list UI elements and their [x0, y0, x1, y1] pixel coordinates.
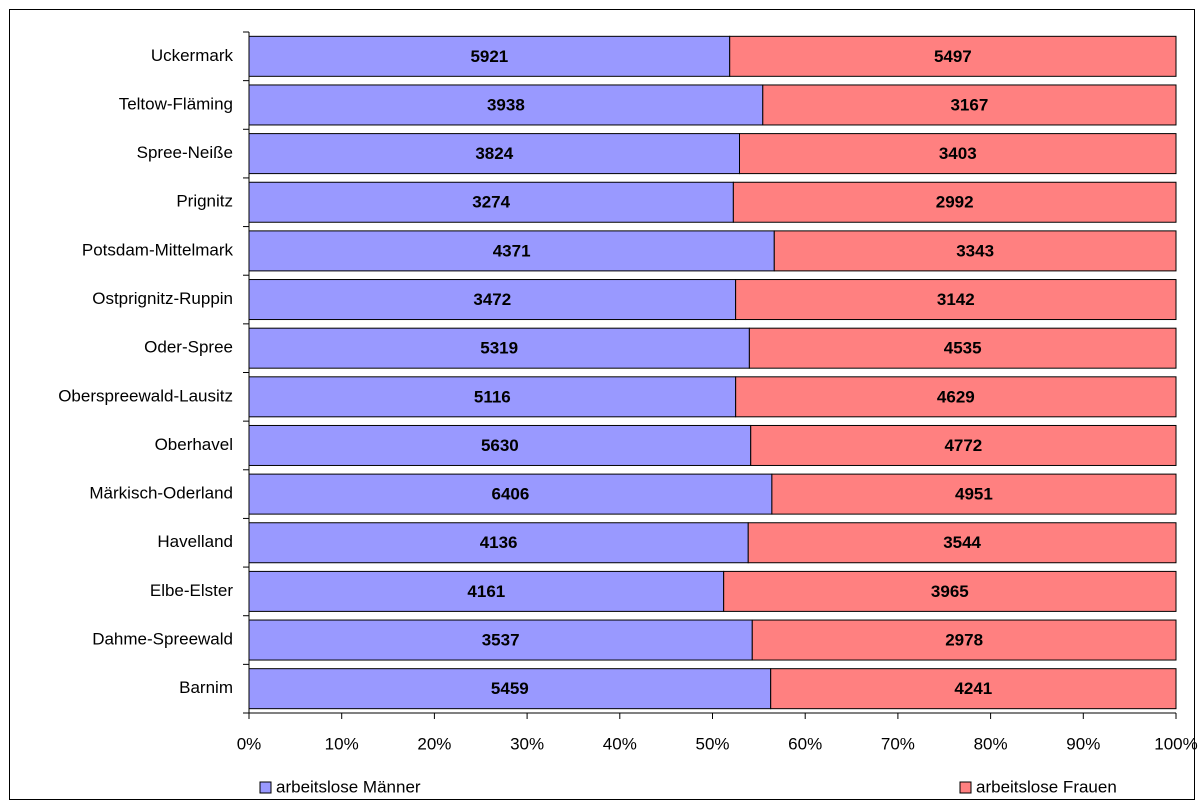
- legend-label: arbeitslose Männer: [276, 777, 421, 796]
- data-label: 4161: [467, 582, 505, 601]
- bar-segment: [248, 35, 731, 77]
- bar-segment: [248, 133, 741, 175]
- data-label: 5319: [480, 339, 518, 358]
- y-tick-label: Spree-Neißе: [137, 143, 233, 162]
- bar-segment: [248, 570, 725, 612]
- y-tick-label: Havelland: [157, 532, 233, 551]
- data-label: 3537: [482, 631, 520, 650]
- bar-segment: [762, 84, 1177, 126]
- x-tick-label: 40%: [603, 734, 637, 753]
- data-label: 4772: [944, 436, 982, 455]
- data-label: 3142: [937, 290, 975, 309]
- y-tick-label: Barnim: [179, 678, 233, 697]
- bar-segment: [751, 619, 1177, 661]
- legend-swatch: [259, 781, 272, 794]
- bar-segment: [729, 35, 1177, 77]
- y-tick-label: Elbe-Elster: [150, 581, 233, 600]
- bar-segment: [770, 668, 1177, 710]
- data-label: 5116: [474, 387, 511, 406]
- bar-segment: [248, 279, 737, 321]
- bar-segment: [771, 473, 1177, 515]
- data-label: 4241: [954, 679, 992, 698]
- bar-segment: [248, 424, 752, 466]
- bar-segment: [773, 230, 1177, 272]
- bar-segment: [747, 522, 1177, 564]
- bar-segment: [248, 619, 753, 661]
- legend-swatch: [959, 781, 972, 794]
- data-label: 3824: [475, 144, 513, 163]
- bar-segment: [248, 181, 734, 223]
- legend-label: arbeitslose Frauen: [976, 777, 1117, 796]
- data-label: 3472: [473, 290, 511, 309]
- data-label: 2978: [945, 631, 983, 650]
- data-label: 5921: [470, 47, 508, 66]
- bar-segment: [248, 473, 773, 515]
- y-tick-label: Potsdam-Mittelmark: [82, 240, 234, 259]
- x-tick-label: 100%: [1154, 734, 1197, 753]
- data-label: 2992: [936, 193, 974, 212]
- x-tick-label: 20%: [417, 734, 451, 753]
- data-label: 6406: [492, 485, 530, 504]
- x-tick-label: 10%: [325, 734, 359, 753]
- x-tick-label: 80%: [974, 734, 1008, 753]
- y-tick-label: Oberspreewald-Lausitz: [58, 386, 233, 405]
- y-tick-label: Uckermark: [151, 46, 234, 65]
- data-label: 3965: [931, 582, 969, 601]
- bar-segment: [732, 181, 1177, 223]
- data-label: 5630: [481, 436, 519, 455]
- y-tick-label: Oder-Spree: [144, 338, 233, 357]
- data-label: 3544: [943, 533, 981, 552]
- y-tick-label: Dahme-Spreewald: [92, 630, 233, 649]
- x-tick-label: 60%: [788, 734, 822, 753]
- bar-segment: [748, 327, 1177, 369]
- data-label: 3403: [939, 144, 977, 163]
- y-tick-label: Prignitz: [176, 192, 233, 211]
- bar-segment: [739, 133, 1177, 175]
- bar-segment: [248, 376, 737, 418]
- bar-segment: [248, 84, 764, 126]
- data-label: 3274: [472, 193, 510, 212]
- y-tick-label: Teltow-Fläming: [119, 94, 233, 113]
- y-tick-label: Märkisch-Oderland: [89, 484, 233, 503]
- y-tick-label: Ostprignitz-Ruppin: [92, 289, 233, 308]
- data-label: 4371: [493, 241, 531, 260]
- data-label: 5497: [934, 47, 972, 66]
- bar-segment: [248, 230, 775, 272]
- data-label: 3167: [950, 95, 988, 114]
- bar-segment: [750, 424, 1177, 466]
- data-label: 4951: [955, 485, 993, 504]
- y-tick-label: Oberhavel: [155, 435, 233, 454]
- bar-segment: [735, 279, 1177, 321]
- x-tick-label: 70%: [881, 734, 915, 753]
- data-label: 3938: [487, 95, 525, 114]
- bar-segment: [723, 570, 1177, 612]
- x-tick-label: 90%: [1066, 734, 1100, 753]
- x-tick-label: 50%: [695, 734, 729, 753]
- data-label: 4629: [937, 387, 975, 406]
- bar-segment: [735, 376, 1177, 418]
- x-tick-label: 0%: [237, 734, 262, 753]
- data-label: 3343: [956, 241, 994, 260]
- bar-segment: [248, 327, 750, 369]
- data-label: 4535: [944, 339, 982, 358]
- data-label: 5459: [491, 679, 529, 698]
- data-label: 4136: [480, 533, 518, 552]
- x-tick-label: 30%: [510, 734, 544, 753]
